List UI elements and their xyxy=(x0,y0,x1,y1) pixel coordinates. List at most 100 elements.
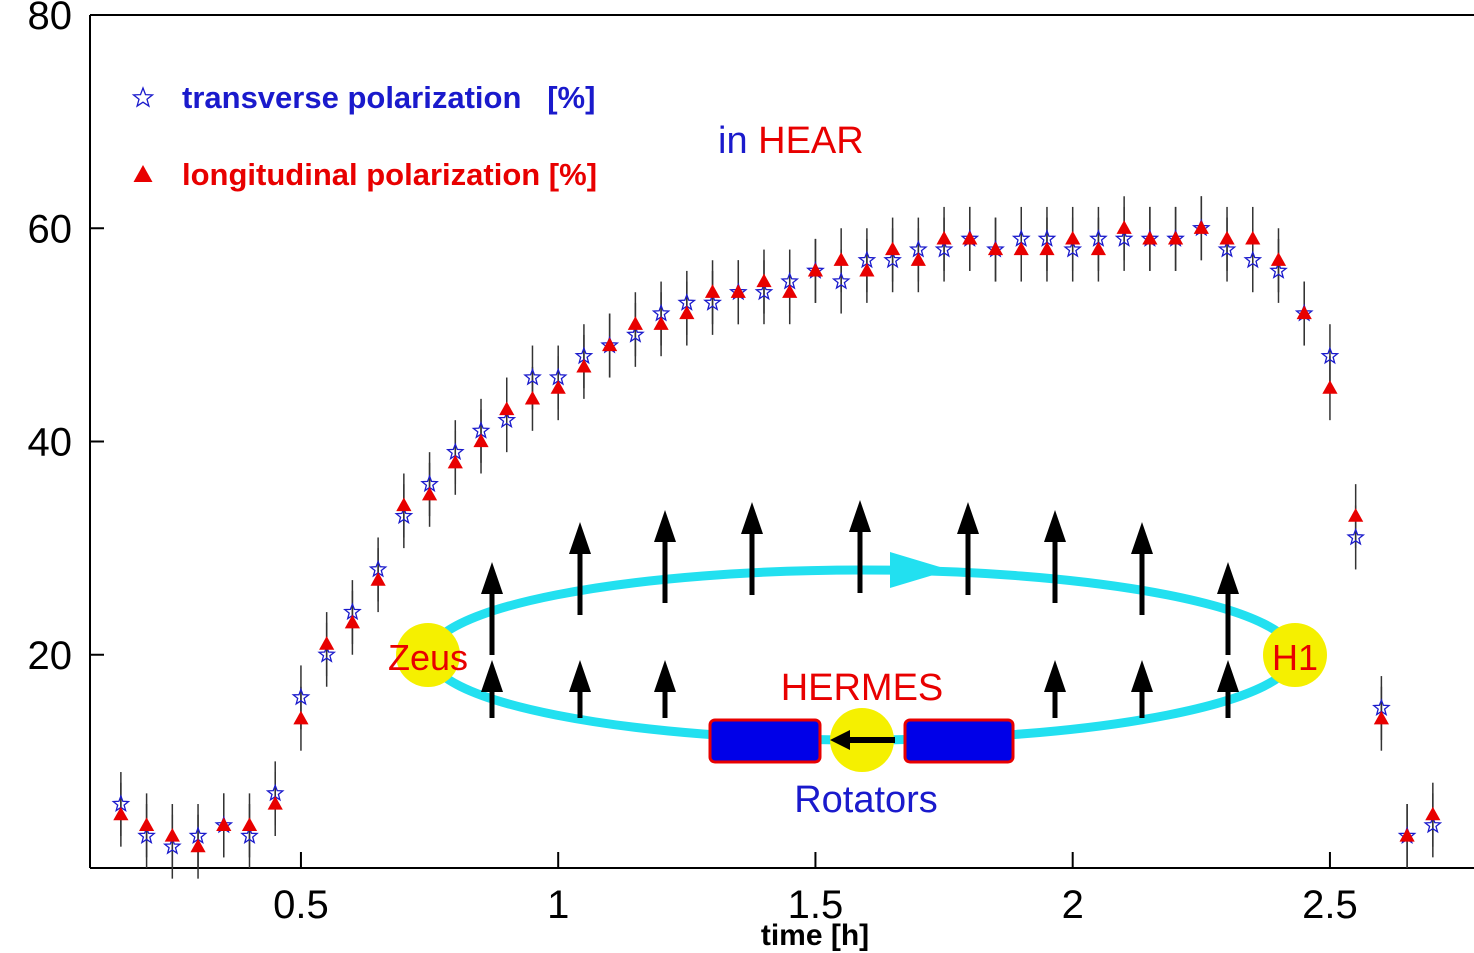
point xyxy=(1193,220,1209,234)
point xyxy=(626,325,645,343)
spin-arrowhead xyxy=(1131,522,1153,554)
point xyxy=(883,250,902,269)
point xyxy=(1090,241,1107,256)
point xyxy=(602,337,618,352)
point xyxy=(293,710,309,725)
spin-arrowhead xyxy=(1044,660,1066,692)
hermes-label: HERMES xyxy=(781,667,944,709)
point xyxy=(317,644,337,663)
point xyxy=(524,390,541,405)
point xyxy=(576,358,592,373)
point xyxy=(473,433,489,448)
annotation-hear: HEAR xyxy=(758,120,864,162)
point xyxy=(936,230,952,245)
point xyxy=(291,687,311,706)
x-tick-label: 2 xyxy=(1062,883,1084,927)
point xyxy=(934,239,954,258)
x-tick-label: 0.5 xyxy=(273,883,329,927)
point xyxy=(1270,252,1287,266)
ring-diagram: Zeus H1 HERMES Rotators xyxy=(388,500,1327,821)
point xyxy=(447,454,463,469)
point xyxy=(162,836,182,855)
point xyxy=(730,284,746,298)
spin-arrowhead xyxy=(1131,660,1153,692)
point xyxy=(962,230,978,245)
spin-arrowhead xyxy=(654,660,676,692)
point xyxy=(1243,250,1263,269)
zeus-point xyxy=(396,623,460,687)
point xyxy=(703,293,723,311)
annotation: in HEAR xyxy=(718,120,864,162)
point xyxy=(421,486,438,501)
point xyxy=(1065,230,1081,245)
point xyxy=(1425,806,1441,821)
point xyxy=(550,380,566,394)
spin-arrowhead xyxy=(481,562,503,594)
point xyxy=(370,572,386,586)
h1-label: H1 xyxy=(1272,637,1318,678)
point xyxy=(1114,229,1134,247)
spin-arrows xyxy=(481,500,1239,718)
x-tick-label: 1.5 xyxy=(788,883,844,927)
point xyxy=(1219,230,1235,245)
point xyxy=(1373,710,1389,725)
point xyxy=(1399,828,1415,842)
point xyxy=(653,316,669,330)
point xyxy=(240,826,259,844)
point xyxy=(138,817,155,831)
spin-arrowhead xyxy=(849,500,871,532)
point xyxy=(833,252,849,266)
spin-arrowhead xyxy=(830,730,850,750)
point xyxy=(1346,527,1366,546)
direction-arrow xyxy=(890,552,950,588)
rotator xyxy=(708,718,822,764)
point xyxy=(1320,346,1340,365)
point xyxy=(1063,239,1083,258)
point xyxy=(859,262,875,277)
y-tick-label: 80 xyxy=(28,0,73,38)
point xyxy=(164,828,180,842)
point xyxy=(679,305,695,320)
spin-arrowhead xyxy=(741,502,763,534)
point xyxy=(137,826,156,844)
point xyxy=(1039,241,1055,256)
point xyxy=(1269,261,1288,279)
point xyxy=(216,817,232,831)
point xyxy=(1217,239,1237,258)
point xyxy=(756,273,772,288)
point xyxy=(344,614,360,629)
x-tick-label: 2.5 xyxy=(1302,883,1358,927)
point xyxy=(754,282,774,301)
point xyxy=(831,271,851,290)
point xyxy=(1245,230,1261,245)
rotators-label: Rotators xyxy=(794,779,938,821)
point xyxy=(1116,220,1132,234)
point xyxy=(1142,230,1158,245)
point xyxy=(1322,380,1338,394)
point xyxy=(704,284,721,298)
point xyxy=(1296,305,1312,320)
point xyxy=(782,284,798,298)
spin-arrowhead xyxy=(569,522,591,554)
y-tick-label: 20 xyxy=(28,634,73,678)
x-tick-label: 1 xyxy=(547,883,569,927)
point xyxy=(1348,508,1364,522)
point xyxy=(885,241,901,256)
spin-arrowhead xyxy=(1217,562,1239,594)
point xyxy=(910,252,926,266)
point xyxy=(394,506,414,525)
zeus-label: Zeus xyxy=(388,637,468,678)
spin-arrowhead xyxy=(481,660,503,692)
point xyxy=(807,262,824,277)
point xyxy=(523,367,542,386)
spin-arrowhead xyxy=(957,502,979,534)
point xyxy=(241,817,258,831)
point xyxy=(499,401,515,416)
y-tick-label: 40 xyxy=(28,421,73,465)
point xyxy=(1167,230,1184,245)
point xyxy=(113,806,129,821)
point xyxy=(497,410,517,429)
annotation-in: in xyxy=(718,120,748,162)
rotator xyxy=(903,718,1015,764)
